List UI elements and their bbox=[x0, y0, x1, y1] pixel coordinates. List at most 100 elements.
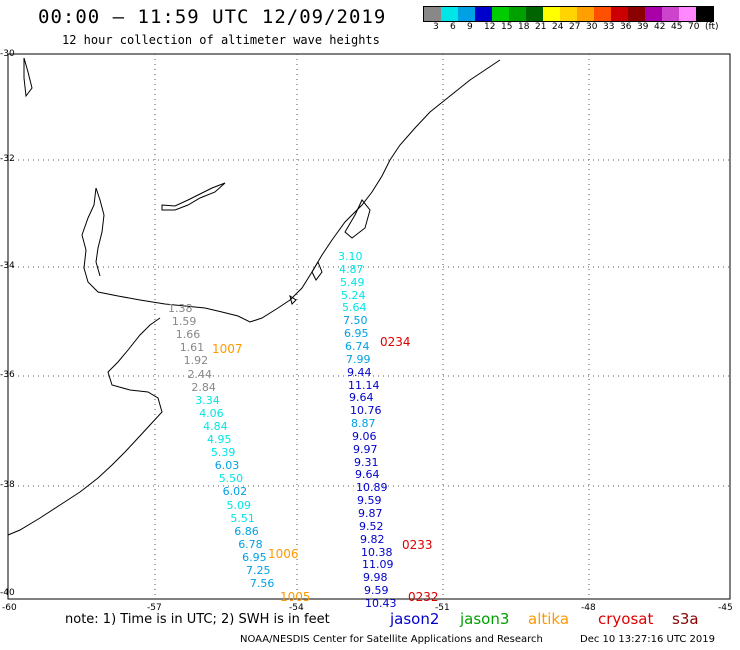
swh-value: 4.06 bbox=[199, 406, 224, 420]
legend-tick: 9 bbox=[467, 22, 473, 32]
legend-tick: 45 bbox=[671, 22, 683, 32]
latitude-label: -30 bbox=[0, 49, 15, 59]
swh-value: 11.09 bbox=[362, 558, 394, 572]
legend-swatch bbox=[424, 7, 441, 21]
legend-tick: 70 bbox=[688, 22, 700, 32]
time-tag-0234: 0234 bbox=[380, 335, 411, 349]
legend-swatch bbox=[441, 7, 458, 21]
legend-cryosat: cryosat bbox=[598, 610, 654, 628]
legend-jason2: jason2 bbox=[390, 610, 440, 628]
longitude-label: -45 bbox=[718, 603, 733, 613]
swh-value: 10.38 bbox=[361, 545, 393, 559]
swh-value: 7.25 bbox=[246, 564, 271, 577]
map-title: 00:00 – 11:59 UTC 12/09/2019 bbox=[38, 6, 387, 28]
swh-value: 6.86 bbox=[234, 524, 259, 538]
legend-tick: 24 bbox=[552, 22, 564, 32]
swh-value: 5.51 bbox=[230, 511, 255, 525]
swh-value: 9.52 bbox=[359, 519, 384, 533]
legend-swatch bbox=[594, 7, 611, 21]
legend-jason3: jason3 bbox=[460, 610, 510, 628]
legend-tick: 21 bbox=[535, 22, 547, 32]
swh-value: 8.87 bbox=[351, 417, 376, 431]
footer-timestamp: Dec 10 13:27:16 UTC 2019 bbox=[580, 634, 715, 645]
time-tag-1007: 1007 bbox=[212, 342, 243, 356]
legend-tick: 18 bbox=[518, 22, 530, 32]
swh-value: 9.06 bbox=[352, 429, 377, 443]
swh-value: 1.59 bbox=[171, 315, 197, 329]
swh-value: 6.78 bbox=[238, 537, 263, 551]
swh-value: 5.50 bbox=[218, 472, 244, 486]
swh-value: 2.44 bbox=[187, 367, 213, 381]
swh-value: 1.66 bbox=[175, 328, 201, 342]
swh-value: 9.59 bbox=[357, 494, 382, 508]
swh-value: 5.64 bbox=[342, 301, 367, 315]
swh-value: 9.82 bbox=[360, 532, 385, 546]
longitude-label: -54 bbox=[289, 603, 304, 613]
legend-swatch bbox=[560, 7, 577, 21]
swh-value: 6.03 bbox=[214, 459, 240, 473]
time-tag-0233: 0233 bbox=[402, 538, 433, 552]
legend-swatch bbox=[577, 7, 594, 21]
legend-swatch bbox=[645, 7, 662, 21]
swh-value: 9.97 bbox=[353, 442, 378, 456]
legend-altika: altika bbox=[528, 610, 570, 628]
swh-value: 6.95 bbox=[344, 327, 369, 341]
legend-tick: 36 bbox=[620, 22, 632, 32]
swh-value: 5.49 bbox=[340, 275, 365, 289]
legend-swatch bbox=[509, 7, 526, 21]
legend-swatch bbox=[611, 7, 628, 21]
legend-tick: 6 bbox=[450, 22, 456, 32]
swh-value: 9.64 bbox=[349, 391, 374, 405]
latitude-label: -34 bbox=[0, 261, 15, 271]
swh-value: 5.24 bbox=[341, 288, 366, 302]
time-tag-0232: 0232 bbox=[408, 590, 439, 604]
swh-value: 9.44 bbox=[347, 365, 372, 379]
legend-swatch bbox=[458, 7, 475, 21]
swh-value: 5.39 bbox=[210, 446, 236, 460]
latitude-label: -36 bbox=[0, 370, 15, 380]
latitude-label: -32 bbox=[0, 154, 15, 164]
swh-value: 7.56 bbox=[249, 577, 275, 591]
color-scale-legend bbox=[423, 6, 714, 22]
swh-value: 4.95 bbox=[207, 433, 232, 446]
swh-value: 3.34 bbox=[195, 393, 220, 407]
swh-value: 6.74 bbox=[345, 339, 370, 353]
legend-tick: 30 bbox=[586, 22, 598, 32]
latitude-label: -38 bbox=[0, 480, 15, 490]
swh-value: 3.10 bbox=[338, 250, 363, 263]
swh-value: 9.31 bbox=[354, 455, 379, 469]
swh-value: 6.02 bbox=[222, 485, 248, 499]
swh-value: 9.87 bbox=[358, 507, 383, 520]
swh-value: 10.76 bbox=[350, 404, 382, 418]
legend-tick: 27 bbox=[569, 22, 581, 32]
swh-value: 9.98 bbox=[363, 571, 388, 585]
swh-value: 7.50 bbox=[343, 314, 368, 328]
swh-value: 7.99 bbox=[346, 352, 371, 366]
legend-tick: 42 bbox=[654, 22, 666, 32]
swh-value: 1.38 bbox=[168, 302, 193, 315]
swh-value: 4.84 bbox=[203, 419, 228, 433]
legend-swatch bbox=[662, 7, 679, 21]
longitude-label: -60 bbox=[2, 603, 17, 613]
map-subtitle: 12 hour collection of altimeter wave hei… bbox=[62, 33, 380, 47]
swh-value: 9.64 bbox=[355, 468, 380, 482]
legend-tick: (ft) bbox=[705, 22, 719, 32]
swh-value: 5.09 bbox=[226, 498, 252, 512]
legend-tick: 12 bbox=[484, 22, 496, 32]
latitude-label: -40 bbox=[0, 588, 15, 598]
legend-tick: 33 bbox=[603, 22, 615, 32]
time-tag-1006: 1006 bbox=[268, 547, 299, 561]
legend-tick: 3 bbox=[433, 22, 439, 32]
legend-swatch bbox=[492, 7, 509, 21]
legend-s3a: s3a bbox=[672, 610, 699, 628]
longitude-label: -48 bbox=[581, 603, 596, 613]
longitude-label: -57 bbox=[147, 603, 162, 613]
note-text: note: 1) Time is in UTC; 2) SWH is in fe… bbox=[65, 612, 330, 627]
swh-value: 1.61 bbox=[179, 341, 205, 355]
footer-source: NOAA/NESDIS Center for Satellite Applica… bbox=[240, 634, 543, 645]
legend-swatch bbox=[475, 7, 492, 21]
legend-swatch bbox=[696, 7, 713, 21]
swh-value: 11.14 bbox=[348, 378, 380, 392]
